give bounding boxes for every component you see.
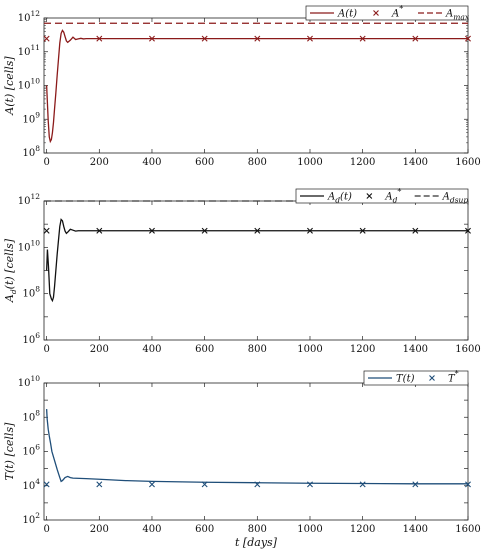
x-tick-label: 600 [195, 344, 214, 355]
marker-point [306, 227, 313, 234]
x-tick-label: 800 [248, 157, 267, 168]
y-tick-label: 1010​ [18, 77, 41, 92]
x-tick-label: 1200 [350, 344, 375, 355]
legend-marker-icon [429, 375, 435, 381]
x-tick-label: 400 [142, 157, 161, 168]
x-tick-label: 600 [195, 524, 214, 535]
marker-point [306, 35, 313, 42]
plot-frame [43, 200, 469, 341]
marker-point [359, 35, 366, 42]
marker-point [148, 35, 155, 42]
x-tick-label: 1600 [455, 157, 480, 168]
legend-label: A(t) [337, 9, 357, 20]
series-line [45, 218, 468, 303]
x-tick-label: 1400 [403, 524, 428, 535]
y-tick-label: 108​ [22, 285, 40, 300]
x-tick-label: 1600 [455, 344, 480, 355]
x-tick-label: 1000 [297, 157, 322, 168]
x-axis-label: t [days] [235, 536, 278, 549]
legend: A(t) A*​ Amax​ [305, 5, 470, 22]
x-tick-label: 200 [90, 344, 109, 355]
legend-label: T*​ [448, 370, 459, 385]
chart-panel-2: 0 200 400 600 800 1000 1200 1400 1600 106​ 108​ 101… [3, 188, 481, 356]
marker-point [465, 481, 471, 488]
x-tick-label: 600 [195, 157, 214, 168]
legend: Ad​(t) Ad​*​ Adsup​ [295, 188, 469, 205]
x-tick-label: 1600 [455, 524, 480, 535]
y-axis-label: Ad​(t) [cells] [3, 238, 18, 303]
marker-point [201, 227, 208, 234]
marker-point [412, 481, 419, 488]
series-line [45, 29, 468, 144]
x-tick-label: 1000 [297, 524, 322, 535]
legend-marker-icon [366, 193, 373, 199]
legend-label: A*​ [391, 5, 403, 20]
x-tick-label: 1000 [297, 344, 322, 355]
marker-point [254, 481, 261, 488]
y-axis-label: A(t) [cells] [3, 56, 16, 116]
legend-label: Adsup​ [442, 192, 469, 205]
marker-point [359, 227, 366, 234]
marker-point [306, 481, 313, 488]
legend-label: T(t) [396, 374, 415, 385]
y-axis-label: T(t) [cells] [3, 422, 16, 480]
marker-point [254, 227, 261, 234]
chart-panel-3: 0 200 400 600 800 1000 1200 1400 1600 102​ 104​ 106… [3, 370, 481, 550]
marker-point [201, 35, 208, 42]
marker-point [96, 227, 103, 234]
marker-point [43, 35, 50, 42]
x-tick-label: 1400 [403, 157, 428, 168]
marker-point [412, 35, 419, 42]
x-tick-label: 800 [248, 344, 267, 355]
x-tick-label: 400 [142, 524, 161, 535]
y-tick-label: 1010​ [18, 238, 41, 253]
marker-point [465, 35, 471, 42]
marker-point [359, 481, 366, 488]
x-tick-label: 200 [90, 157, 109, 168]
x-tick-label: 200 [90, 524, 109, 535]
y-tick-label: 1011​ [18, 43, 40, 58]
y-tick-label: 1012​ [18, 192, 41, 207]
y-tick-label: 104​ [22, 477, 40, 492]
x-tick-label: 0 [43, 157, 49, 168]
marker-point [412, 227, 419, 234]
y-tick-label: 102​ [22, 511, 40, 526]
marker-point [465, 227, 471, 234]
marker-point [148, 227, 155, 234]
marker-point [254, 35, 261, 42]
legend-marker-icon [373, 10, 379, 16]
plot-frame [43, 382, 469, 521]
y-tick-label: 108​ [22, 144, 40, 159]
x-tick-label: 1200 [350, 157, 375, 168]
y-tick-label: 1012​ [18, 9, 41, 24]
marker-point [43, 227, 50, 234]
y-tick-label: 109​ [22, 110, 40, 125]
marker-point [43, 481, 50, 488]
legend: T(t) T*​ [363, 370, 469, 386]
x-tick-label: 0 [43, 344, 49, 355]
x-tick-label: 1200 [350, 524, 375, 535]
marker-point [201, 481, 208, 488]
x-tick-label: 800 [248, 524, 267, 535]
marker-point [96, 35, 103, 42]
y-tick-label: 1010​ [18, 374, 41, 389]
x-tick-label: 0 [43, 524, 49, 535]
legend-label: Ad​*​ [384, 188, 401, 205]
chart-panel-1: 0 200 400 600 800 1000 1200 1400 1600 108​ 109​ 101… [3, 5, 481, 169]
x-tick-label: 1400 [403, 344, 428, 355]
x-tick-label: 400 [142, 344, 161, 355]
y-tick-label: 106​ [22, 443, 40, 458]
y-tick-label: 106​ [22, 331, 40, 346]
legend-label: Ad​(t) [327, 192, 352, 205]
marker-point [148, 481, 155, 488]
marker-point [96, 481, 103, 488]
legend-label: Amax​ [445, 9, 470, 22]
series-line [45, 409, 468, 485]
y-tick-label: 108​ [22, 408, 40, 423]
